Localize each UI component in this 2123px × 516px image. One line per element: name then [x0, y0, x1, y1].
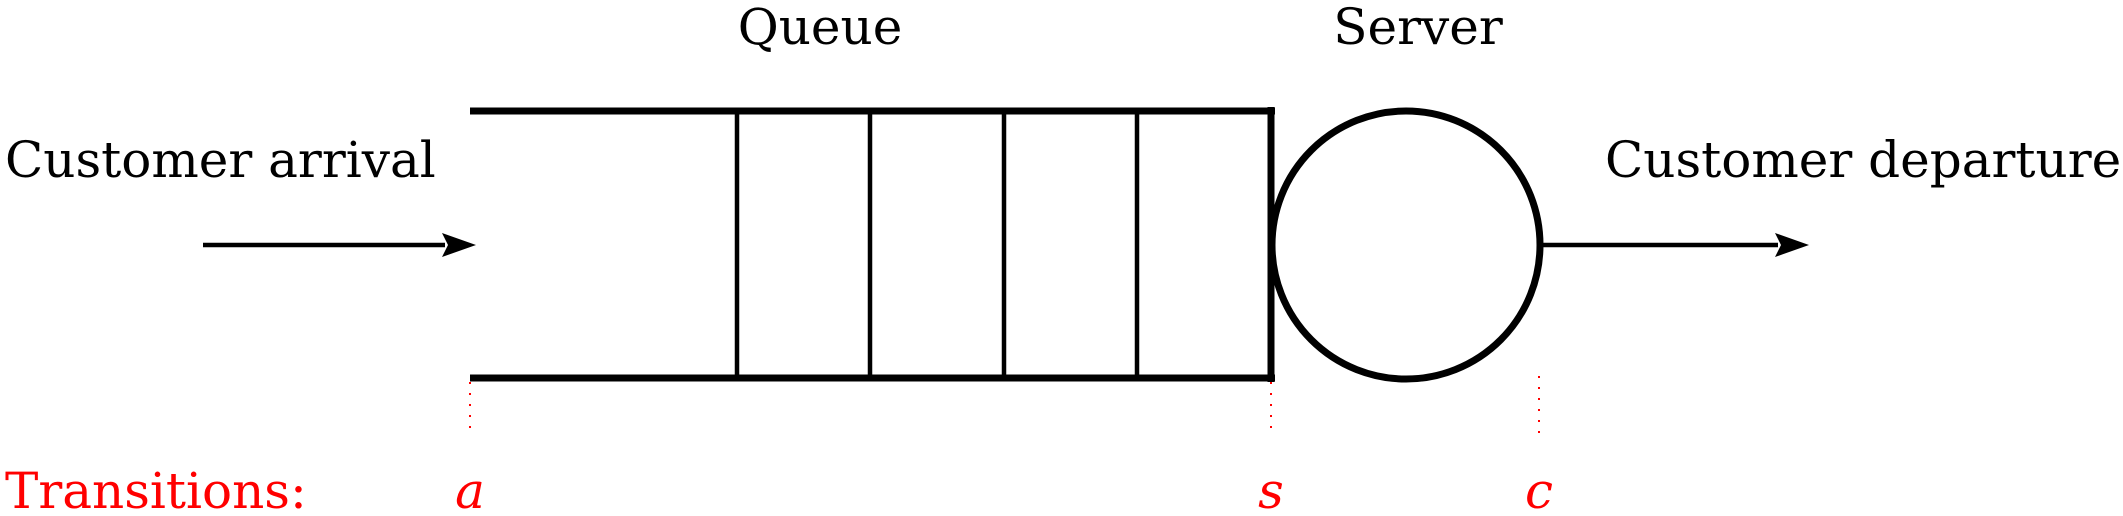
departure-arrow-icon [1540, 233, 1809, 257]
arrival-arrow-icon [203, 233, 476, 257]
transition-s-label: s [1258, 462, 1284, 516]
server-label: Server [1333, 0, 1503, 56]
transition-c-label: c [1525, 462, 1553, 516]
transition-a-label: a [455, 462, 485, 516]
queue-label: Queue [738, 0, 903, 56]
transitions-heading: Transitions: [5, 462, 307, 516]
customer-departure-label: Customer departure [1605, 131, 2121, 189]
customer-arrival-label: Customer arrival [5, 131, 436, 189]
server-circle [1268, 107, 1544, 383]
queue-buffer [470, 107, 1275, 382]
